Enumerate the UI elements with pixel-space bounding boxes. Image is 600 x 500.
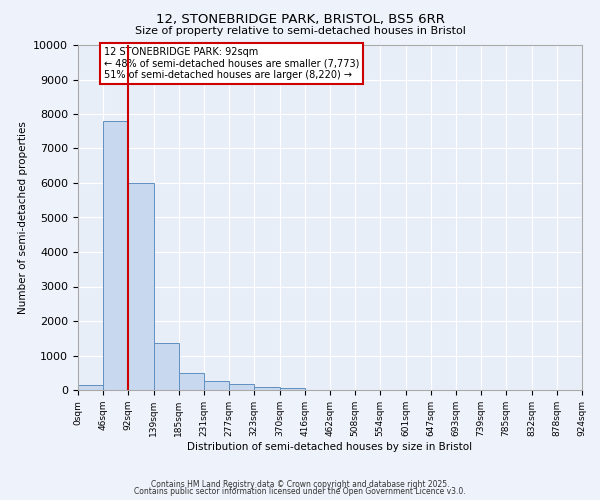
Text: Contains HM Land Registry data © Crown copyright and database right 2025.: Contains HM Land Registry data © Crown c… [151, 480, 449, 489]
Bar [103, 121, 128, 390]
Bar [254, 387, 280, 390]
Bar [78, 385, 103, 390]
Bar [204, 381, 229, 390]
Bar [128, 183, 154, 390]
Text: 12, STONEBRIDGE PARK, BRISTOL, BS5 6RR: 12, STONEBRIDGE PARK, BRISTOL, BS5 6RR [155, 12, 445, 26]
Text: Contains public sector information licensed under the Open Government Licence v3: Contains public sector information licen… [134, 487, 466, 496]
Bar [179, 374, 204, 390]
Bar [229, 384, 254, 390]
Text: 12 STONEBRIDGE PARK: 92sqm
← 48% of semi-detached houses are smaller (7,773)
51%: 12 STONEBRIDGE PARK: 92sqm ← 48% of semi… [104, 46, 359, 80]
Y-axis label: Number of semi-detached properties: Number of semi-detached properties [18, 121, 28, 314]
Bar [154, 344, 179, 390]
X-axis label: Distribution of semi-detached houses by size in Bristol: Distribution of semi-detached houses by … [187, 442, 473, 452]
Text: Size of property relative to semi-detached houses in Bristol: Size of property relative to semi-detach… [134, 26, 466, 36]
Bar [280, 388, 305, 390]
